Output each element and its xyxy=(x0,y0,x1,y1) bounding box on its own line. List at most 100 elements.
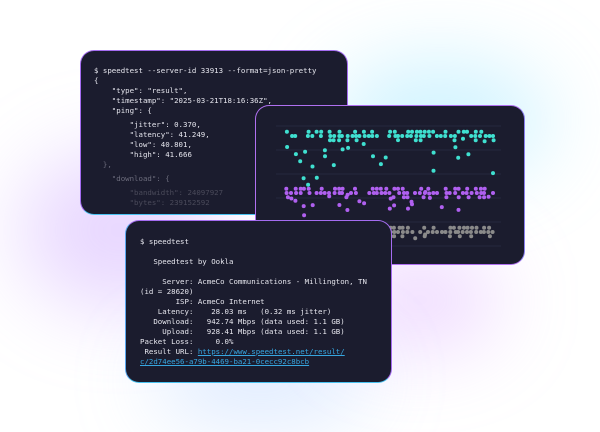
data-dot xyxy=(460,230,465,234)
data-dot xyxy=(413,236,418,241)
data-dot xyxy=(478,230,483,234)
data-dot xyxy=(423,190,428,194)
data-dot xyxy=(314,129,319,134)
data-dot xyxy=(284,129,289,134)
data-dot xyxy=(443,134,448,138)
json-line: "latency": 41.249, xyxy=(94,130,210,139)
data-dot xyxy=(482,191,486,195)
data-dot xyxy=(421,134,426,138)
data-dot xyxy=(469,191,474,195)
data-dot xyxy=(479,129,484,134)
data-dot xyxy=(430,230,435,234)
data-dot xyxy=(447,234,452,239)
data-dot xyxy=(457,234,462,239)
data-dot xyxy=(384,186,389,191)
data-dot xyxy=(319,186,324,191)
data-dot xyxy=(470,225,474,230)
data-dot xyxy=(431,150,436,155)
data-dot xyxy=(374,186,379,191)
data-dot xyxy=(469,234,474,239)
result-url-link[interactable]: https://www.speedtest.net/result/ xyxy=(197,347,345,356)
data-dot xyxy=(486,230,491,234)
data-dot xyxy=(353,129,358,134)
data-dot xyxy=(388,129,393,134)
data-dot xyxy=(447,191,452,195)
packet-loss-line: Packet Loss: 0.0% xyxy=(140,337,234,346)
data-dot xyxy=(465,186,470,191)
data-dot xyxy=(418,129,423,134)
data-dot xyxy=(456,207,461,212)
data-dot xyxy=(396,138,400,143)
data-dot xyxy=(353,191,358,195)
data-dot xyxy=(405,230,410,234)
data-dot xyxy=(456,129,461,134)
data-dot xyxy=(293,198,298,203)
data-dot xyxy=(339,134,344,138)
data-dot xyxy=(327,191,331,195)
data-dot xyxy=(371,191,376,195)
data-dot xyxy=(457,225,462,230)
data-dot xyxy=(354,138,359,143)
data-dot xyxy=(410,129,414,134)
data-dot xyxy=(460,191,465,195)
data-dot xyxy=(426,129,431,134)
data-dot xyxy=(418,138,423,143)
data-dot xyxy=(491,191,495,195)
data-dot xyxy=(483,134,488,138)
data-dot xyxy=(400,134,405,138)
data-dot xyxy=(479,191,484,195)
data-dot xyxy=(392,203,397,208)
data-dot xyxy=(474,225,479,230)
data-dot xyxy=(448,225,453,230)
data-dot xyxy=(310,134,315,138)
data-dot xyxy=(431,168,436,173)
data-dot xyxy=(285,145,290,149)
data-dot xyxy=(431,225,436,230)
data-dot xyxy=(327,129,332,134)
data-dot xyxy=(370,186,375,191)
json-line: "timestamp": "2025-03-21T18:16:36Z", xyxy=(94,96,272,105)
data-dot xyxy=(413,191,417,195)
data-dot xyxy=(362,201,367,206)
data-dot xyxy=(406,129,411,134)
data-dot xyxy=(487,225,492,230)
data-dot xyxy=(413,138,418,143)
data-dot xyxy=(477,195,482,200)
data-dot xyxy=(414,129,419,134)
result-url-link-cont[interactable]: c/2d74ee56-a79b-4469-ba21-0cecc92c8bcb xyxy=(140,357,310,366)
data-dot xyxy=(284,186,289,191)
data-dot xyxy=(405,225,410,230)
data-dot xyxy=(374,134,379,138)
data-dot xyxy=(318,134,323,138)
data-dot xyxy=(301,176,306,181)
data-dot xyxy=(397,191,402,195)
data-dot xyxy=(486,194,491,199)
data-dot xyxy=(400,234,405,239)
data-dot xyxy=(314,175,319,180)
data-dot xyxy=(473,129,478,134)
cli-terminal-window: $ speedtest Speedtest by Ookla Server: A… xyxy=(125,220,392,383)
data-dot xyxy=(469,134,474,138)
data-dot xyxy=(461,129,466,134)
data-dot xyxy=(464,191,469,195)
data-dot xyxy=(468,230,473,234)
data-dot xyxy=(357,199,362,204)
data-dot xyxy=(465,225,470,230)
data-dot xyxy=(490,230,495,234)
data-dot xyxy=(340,147,345,152)
data-dot xyxy=(491,138,496,143)
json-line: "low": 40.801, xyxy=(94,140,192,149)
data-dot xyxy=(439,205,444,210)
data-dot xyxy=(327,194,332,199)
data-dot xyxy=(378,162,383,167)
data-dot xyxy=(285,195,290,200)
data-dot xyxy=(392,186,397,191)
data-dot xyxy=(371,154,375,159)
data-dot xyxy=(417,191,422,195)
command-line: $ speedtest xyxy=(140,237,189,246)
data-dot xyxy=(391,225,396,230)
json-output: $ speedtest --server-id 33913 --format=j… xyxy=(94,66,316,208)
data-dot xyxy=(482,139,487,144)
data-dot xyxy=(427,195,432,200)
data-dot xyxy=(367,191,372,195)
